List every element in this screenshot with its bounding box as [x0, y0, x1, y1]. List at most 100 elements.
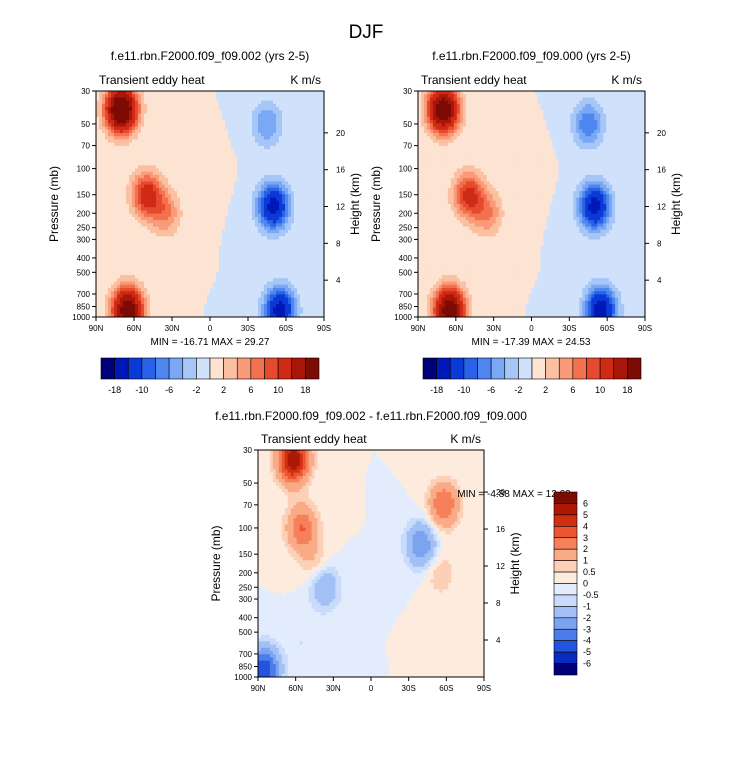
field-cell: [186, 184, 190, 189]
field-cell: [129, 187, 133, 192]
field-cell: [261, 287, 265, 292]
field-cell: [141, 242, 145, 247]
field-cell: [123, 142, 127, 147]
field-cell: [282, 145, 286, 150]
field-cell: [186, 249, 190, 254]
field-cell: [255, 152, 259, 157]
field-cell: [120, 271, 124, 276]
field-cell: [318, 126, 322, 131]
field-cell: [222, 174, 226, 179]
field-cell: [168, 158, 172, 163]
field-cell: [195, 139, 199, 144]
field-cell: [282, 226, 286, 231]
field-cell: [318, 110, 322, 115]
field-cell: [177, 284, 181, 289]
field-cell: [147, 204, 151, 208]
field-cell: [174, 110, 178, 115]
field-cell: [126, 284, 130, 289]
field-cell: [168, 239, 172, 244]
field-cell: [111, 100, 115, 105]
field-cell: [318, 213, 322, 218]
field-cell: [210, 91, 214, 95]
field-cell: [219, 168, 223, 173]
field-cell: [120, 123, 124, 128]
field-cell: [144, 294, 148, 299]
field-cell: [264, 294, 268, 299]
field-cell: [216, 132, 220, 137]
field-cell: [159, 239, 163, 244]
field-cell: [141, 233, 145, 237]
field-cell: [312, 297, 316, 302]
field-cell: [147, 155, 151, 160]
field-cell: [306, 152, 310, 157]
field-cell: [303, 210, 307, 215]
field-cell: [102, 181, 106, 186]
field-cell: [318, 136, 322, 141]
field-cell: [312, 171, 316, 176]
field-cell: [102, 113, 106, 118]
field-cell: [249, 139, 253, 144]
field-cell: [279, 149, 283, 153]
field-cell: [276, 216, 280, 221]
field-cell: [198, 132, 202, 137]
field-cell: [228, 229, 232, 234]
field-cell: [246, 210, 250, 215]
field-cell: [150, 287, 154, 292]
field-cell: [300, 94, 304, 99]
field-cell: [219, 291, 223, 295]
field-cell: [312, 220, 316, 224]
field-cell: [246, 220, 250, 224]
field-cell: [153, 197, 157, 202]
field-cell: [243, 184, 247, 189]
field-cell: [279, 281, 283, 286]
field-cell: [270, 255, 274, 260]
field-cell: [204, 178, 208, 182]
field-cell: [288, 184, 292, 189]
field-cell: [105, 97, 109, 102]
field-cell: [192, 275, 196, 279]
field-cell: [183, 258, 187, 263]
field-cell: [282, 97, 286, 102]
field-cell: [189, 207, 193, 212]
field-cell: [162, 223, 166, 228]
field-cell: [270, 229, 274, 234]
field-cell: [321, 145, 324, 150]
field-cell: [183, 158, 187, 163]
field-cell: [180, 165, 184, 170]
field-cell: [153, 181, 157, 186]
field-cell: [279, 213, 283, 218]
field-cell: [129, 233, 133, 237]
field-cell: [126, 223, 130, 228]
field-cell: [270, 184, 274, 189]
field-cell: [225, 100, 229, 105]
field-cell: [135, 97, 139, 102]
field-cell: [102, 103, 106, 108]
field-cell: [303, 223, 307, 228]
field-cell: [246, 129, 250, 134]
field-cell: [141, 194, 145, 199]
field-cell: [195, 223, 199, 228]
field-cell: [189, 255, 193, 260]
field-cell: [183, 233, 187, 237]
field-cell: [177, 107, 181, 111]
field-cell: [192, 171, 196, 176]
field-cell: [189, 200, 193, 205]
field-cell: [264, 197, 268, 202]
field-cell: [144, 287, 148, 292]
field-cell: [180, 129, 184, 134]
field-cell: [117, 223, 121, 228]
field-cell: [114, 268, 118, 273]
field-cell: [201, 239, 205, 244]
field-cell: [195, 162, 199, 166]
field-cell: [162, 139, 166, 144]
field-cell: [240, 252, 244, 257]
field-cell: [147, 294, 151, 299]
field-cell: [306, 213, 310, 218]
field-cell: [276, 271, 280, 276]
field-cell: [123, 91, 127, 95]
field-cell: [228, 275, 232, 279]
field-cell: [174, 129, 178, 134]
field-cell: [240, 265, 244, 270]
field-cell: [201, 116, 205, 121]
field-cell: [135, 132, 139, 137]
